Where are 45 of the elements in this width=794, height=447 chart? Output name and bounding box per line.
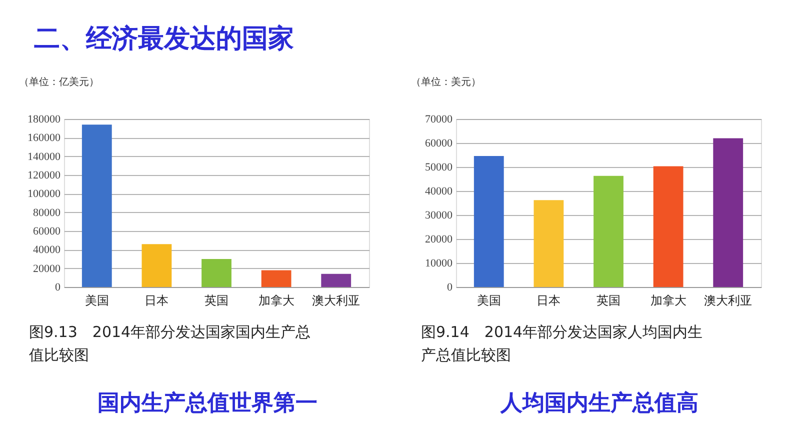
y-tick-label: 20000 — [425, 234, 453, 246]
bar — [321, 274, 352, 287]
bar — [534, 200, 564, 287]
x-tick-label: 美国 — [84, 294, 109, 308]
y-axis-title: （单位：亿美元） — [19, 76, 99, 88]
y-tick-label: 0 — [447, 282, 453, 294]
x-tick-label: 英国 — [204, 294, 228, 308]
x-tick-label: 加拿大 — [258, 294, 294, 308]
y-tick-label: 180000 — [28, 114, 61, 126]
bar — [653, 166, 684, 287]
y-tick-label: 160000 — [28, 132, 61, 144]
x-tick-label: 澳大利亚 — [704, 294, 752, 308]
y-tick-label: 0 — [55, 282, 61, 294]
x-tick-label: 加拿大 — [650, 294, 686, 308]
text: 国内生产总值世界第一 — [97, 390, 318, 416]
y-tick-label: 40000 — [33, 244, 61, 256]
bar — [261, 270, 292, 287]
bar — [202, 259, 232, 287]
bar — [474, 156, 504, 287]
y-tick-label: 30000 — [425, 210, 453, 222]
y-tick-label: 120000 — [28, 170, 61, 182]
x-tick-label: 日本 — [144, 294, 169, 308]
y-tick-label: 80000 — [33, 206, 61, 219]
x-tick-label: 澳大利亚 — [312, 294, 360, 308]
x-tick-label: 日本 — [536, 294, 561, 308]
bar — [142, 244, 172, 287]
chart-title: 二、经济最发达的国家 — [34, 24, 294, 54]
y-tick-label: 70000 — [425, 114, 453, 126]
y-axis-title: （单位：美元） — [411, 76, 481, 88]
x-tick-label: 英国 — [596, 294, 620, 308]
bar — [82, 124, 112, 287]
y-tick-label: 10000 — [425, 258, 453, 270]
y-tick-label: 60000 — [425, 138, 453, 150]
caption: 图9.14 2014年部分发达国家人均国内生产总值比较图 — [421, 323, 703, 364]
y-tick-label: 40000 — [425, 186, 453, 198]
y-tick-label: 100000 — [28, 188, 61, 200]
text: 人均国内生产总值高 — [499, 390, 698, 416]
y-tick-label: 50000 — [425, 162, 453, 174]
y-tick-label: 140000 — [28, 150, 61, 163]
x-tick-label: 美国 — [476, 294, 501, 308]
y-tick-label: 60000 — [33, 226, 61, 238]
y-tick-label: 20000 — [33, 262, 61, 275]
bar — [594, 176, 624, 287]
caption: 图9.13 2014年部分发达国家国内生产总值比较图 — [29, 323, 311, 364]
bar — [713, 138, 744, 287]
